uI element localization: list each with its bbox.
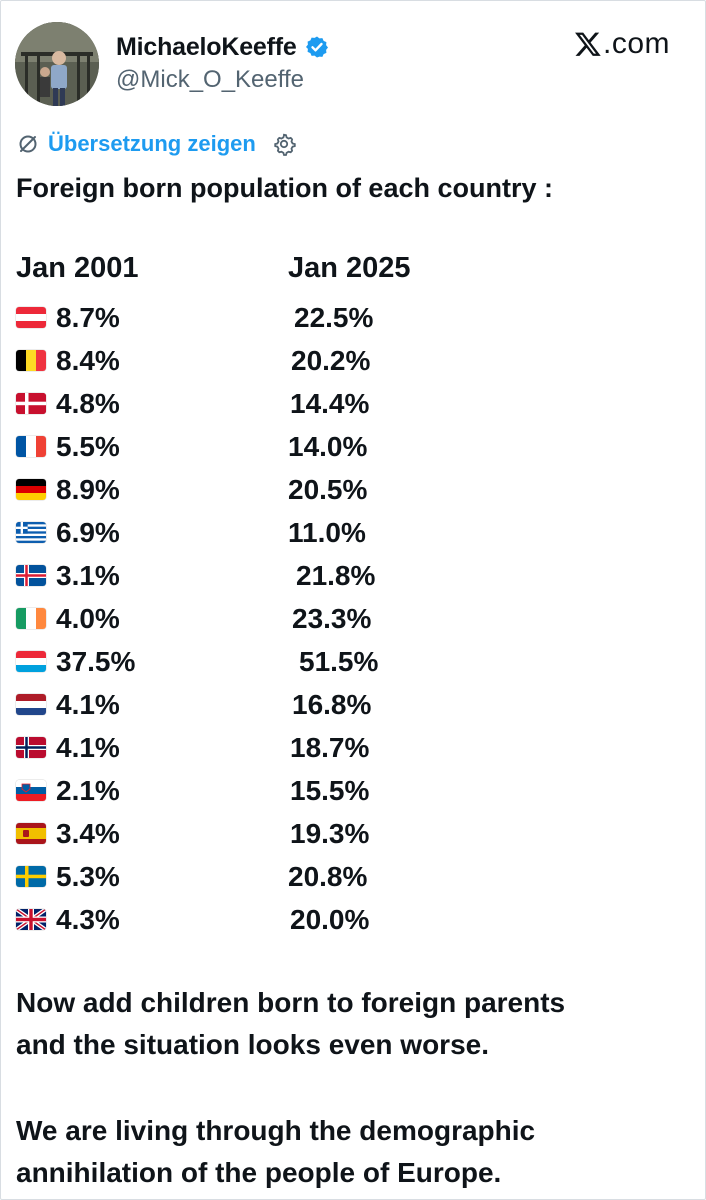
x-domain: .com	[602, 27, 670, 60]
value-2001: 4.3%	[56, 904, 120, 935]
value-2025: 21.8%	[296, 560, 376, 591]
data-table: 8.7% 22.5% 8.4% 20.2% 4.8% 14.4% 5.5% 14…	[16, 298, 496, 943]
paragraph-line: annihilation of the people of Europe.	[16, 1157, 502, 1188]
ireland-flag-icon	[16, 608, 46, 629]
table-row: 4.1% 18.7%	[16, 728, 496, 771]
tweet-heading: Foreign born population of each country …	[16, 173, 553, 203]
table-row: 6.9% 11.0%	[16, 513, 496, 556]
tweet-paragraph-1: Now add children born to foreign parents…	[16, 982, 565, 1066]
spain-flag-icon	[16, 823, 46, 844]
slovenia-flag-icon	[16, 780, 46, 801]
iceland-flag-icon	[16, 565, 46, 586]
table-row: 4.1% 16.8%	[16, 685, 496, 728]
netherlands-flag-icon	[16, 694, 46, 715]
value-2001: 37.5%	[56, 646, 136, 677]
germany-flag-icon	[16, 479, 46, 500]
value-2025: 15.5%	[290, 775, 370, 806]
table-row: 2.1% 15.5%	[16, 771, 496, 814]
x-brand[interactable]: .com	[574, 27, 670, 61]
austria-flag-icon	[16, 307, 46, 328]
value-2001: 2.1%	[56, 775, 120, 806]
france-flag-icon	[16, 436, 46, 457]
value-2001: 4.0%	[56, 603, 120, 634]
table-row: 5.5% 14.0%	[16, 427, 496, 470]
value-2025: 22.5%	[294, 302, 374, 333]
x-logo-icon	[575, 32, 601, 56]
table-row: 4.8% 14.4%	[16, 384, 496, 427]
table-row: 8.4% 20.2%	[16, 341, 496, 384]
value-2025: 14.0%	[288, 431, 368, 462]
verified-badge-icon	[305, 36, 328, 58]
value-2001: 5.3%	[56, 861, 120, 892]
table-row: 4.0% 23.3%	[16, 599, 496, 642]
table-row: 4.3% 20.0%	[16, 900, 496, 943]
avatar[interactable]	[15, 22, 99, 106]
value-2025: 20.8%	[288, 861, 368, 892]
table-row: 8.7% 22.5%	[16, 298, 496, 341]
value-2001: 3.4%	[56, 818, 120, 849]
value-2001: 6.9%	[56, 517, 120, 548]
author-name-row[interactable]: MichaeloKeeffe	[116, 30, 329, 64]
display-name[interactable]: MichaeloKeeffe	[116, 32, 297, 61]
column-header-2001: Jan 2001	[16, 252, 139, 284]
uk-flag-icon	[16, 909, 46, 930]
translate-row: Übersetzung zeigen	[16, 128, 296, 160]
column-header-2025: Jan 2025	[288, 252, 411, 284]
paragraph-line: Now add children born to foreign parents	[16, 987, 566, 1018]
value-2001: 8.7%	[56, 302, 120, 333]
table-row: 3.4% 19.3%	[16, 814, 496, 857]
tweet-paragraph-2: We are living through the demographic an…	[16, 1110, 535, 1194]
value-2001: 4.1%	[56, 689, 120, 720]
value-2025: 18.7%	[290, 732, 370, 763]
translate-icon	[19, 135, 37, 153]
norway-flag-icon	[16, 737, 46, 758]
table-row: 3.1% 21.8%	[16, 556, 496, 599]
value-2001: 8.9%	[56, 474, 120, 505]
paragraph-line: and the situation looks even worse.	[16, 1029, 489, 1060]
profile-photo	[15, 22, 99, 106]
value-2025: 23.3%	[292, 603, 372, 634]
denmark-flag-icon	[16, 393, 46, 414]
sweden-flag-icon	[16, 866, 46, 887]
value-2025: 11.0%	[288, 517, 366, 548]
value-2001: 4.1%	[56, 732, 120, 763]
table-row: 37.5% 51.5%	[16, 642, 496, 685]
value-2025: 16.8%	[292, 689, 372, 720]
show-translation-link[interactable]: Übersetzung zeigen	[48, 131, 256, 156]
value-2025: 51.5%	[299, 646, 379, 677]
table-row: 8.9% 20.5%	[16, 470, 496, 513]
paragraph-line: We are living through the demographic	[16, 1115, 536, 1146]
greece-flag-icon	[16, 522, 46, 543]
value-2001: 4.8%	[56, 388, 120, 419]
value-2025: 20.5%	[288, 474, 368, 505]
table-row: 5.3% 20.8%	[16, 857, 496, 900]
value-2025: 20.2%	[291, 345, 371, 376]
value-2001: 3.1%	[56, 560, 120, 591]
value-2001: 8.4%	[56, 345, 120, 376]
value-2001: 5.5%	[56, 431, 120, 462]
value-2025: 19.3%	[290, 818, 370, 849]
value-2025: 20.0%	[290, 904, 370, 935]
luxembourg-flag-icon	[16, 651, 46, 672]
gear-icon[interactable]	[272, 132, 296, 156]
value-2025: 14.4%	[290, 388, 370, 419]
author-handle[interactable]: @Mick_O_Keeffe	[116, 66, 305, 93]
belgium-flag-icon	[16, 350, 46, 371]
